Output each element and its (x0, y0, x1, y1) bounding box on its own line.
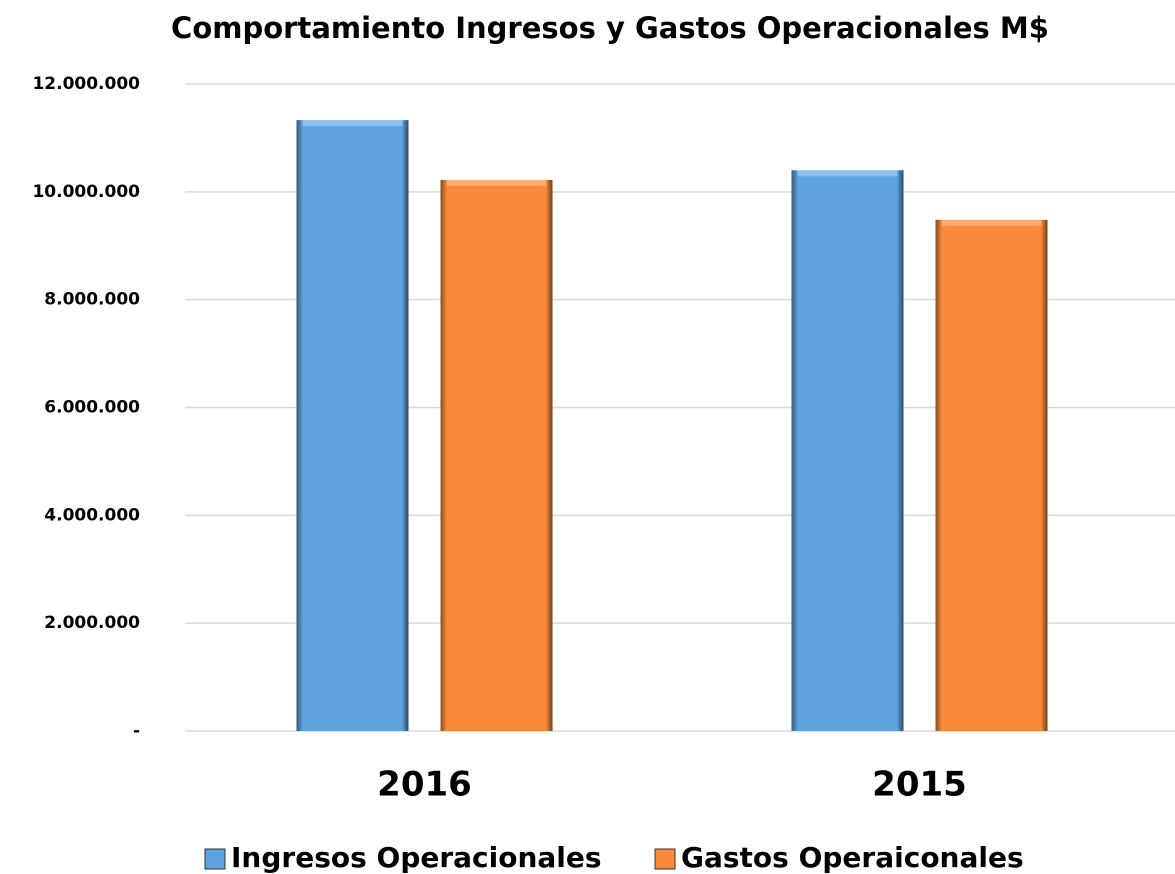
y-tick-label: 10.000.000 (32, 182, 140, 202)
bar-shade (296, 120, 409, 732)
bar-shade (440, 179, 553, 731)
bar-bevel (446, 179, 547, 186)
bar-bevel (797, 170, 898, 177)
legend-swatch (654, 848, 676, 870)
legend-swatch (204, 848, 226, 870)
y-tick-label: 8.000.000 (44, 290, 140, 310)
y-tick-label: - (133, 721, 140, 741)
bar-bevel (941, 219, 1042, 226)
x-tick-label: 2016 (377, 765, 472, 805)
y-tick-label: 4.000.000 (44, 505, 140, 525)
bar-shade (935, 219, 1048, 731)
y-tick-label: 2.000.000 (44, 613, 140, 633)
chart-title: Comportamiento Ingresos y Gastos Operaci… (171, 11, 1049, 45)
bar-bevel (302, 120, 403, 127)
y-tick-label: 12.000.000 (32, 74, 140, 94)
y-tick-label: 6.000.000 (44, 398, 140, 418)
legend-label: Ingresos Operacionales (231, 841, 602, 874)
x-tick-label: 2015 (872, 765, 967, 805)
legend-label: Gastos Operaiconales (681, 841, 1024, 874)
bar-shade (791, 170, 904, 731)
